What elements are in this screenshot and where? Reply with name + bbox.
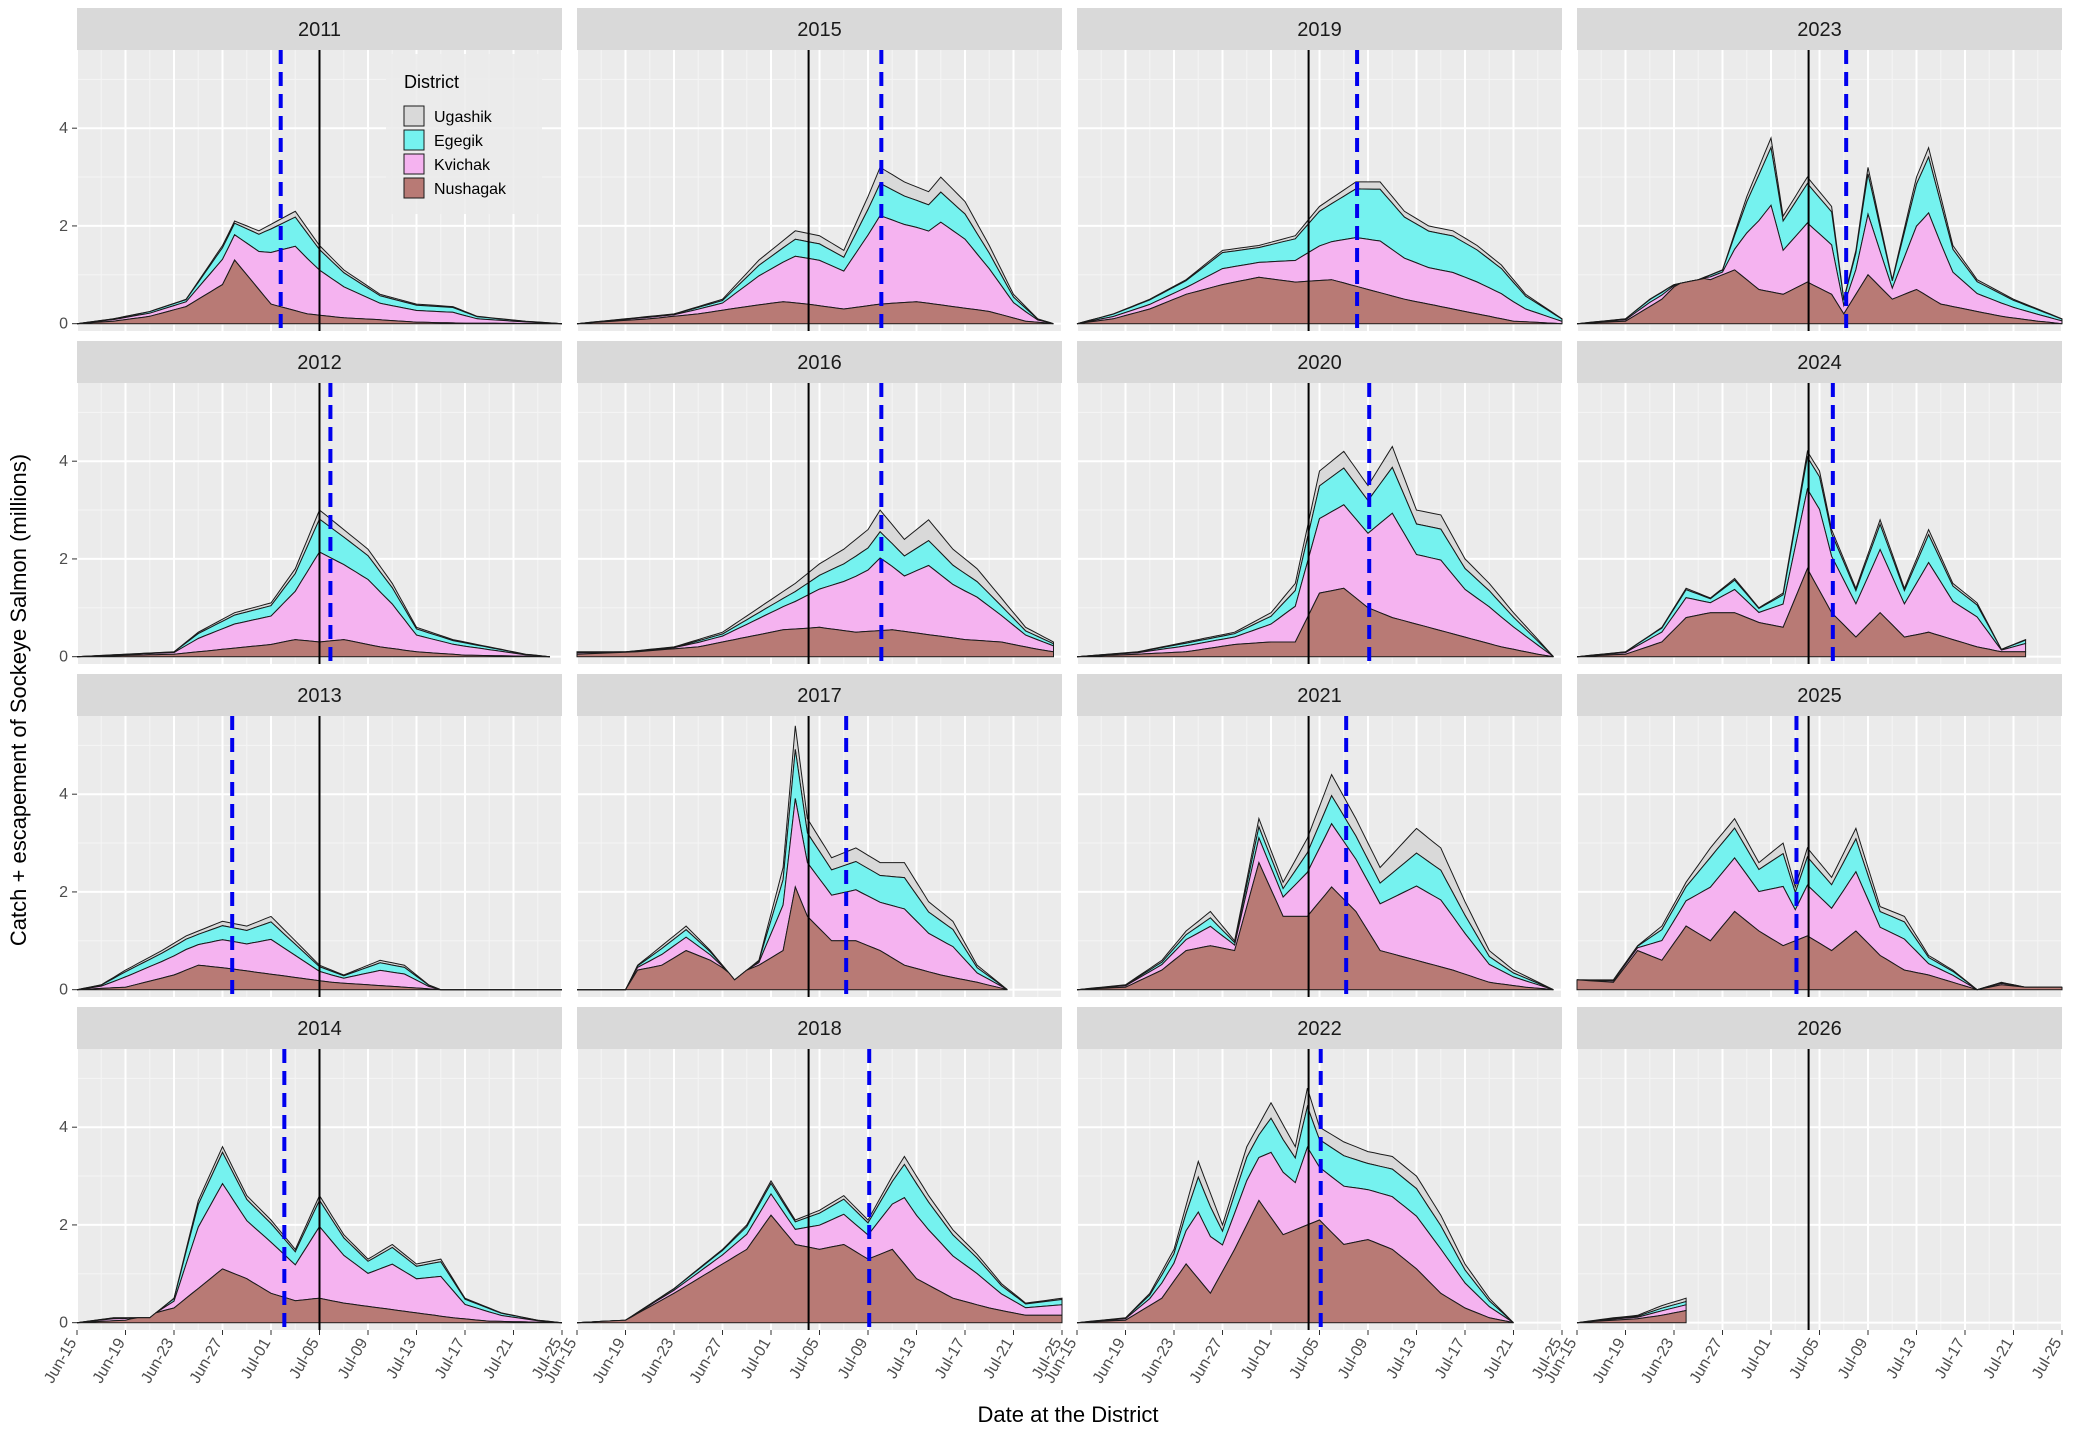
panel-2014: 2014: [76, 1007, 563, 1330]
facet-strip-label: 2022: [1297, 1018, 1342, 1040]
facet-strip-label: 2014: [297, 1018, 342, 1040]
legend-key-kvichak: [403, 153, 425, 175]
facet-strip: [1577, 1007, 2062, 1049]
legend: District Ugashik Egegik Kvichak Nushagak: [386, 54, 542, 214]
y-tick-label: 2: [59, 551, 68, 568]
facet-strip-label: 2017: [797, 685, 842, 707]
legend-label-egegik: Egegik: [434, 133, 484, 150]
legend-key-egegik: [403, 129, 425, 151]
legend-keys: Ugashik Egegik Kvichak Nushagak: [403, 105, 507, 199]
panel-2022: 2022: [1076, 1007, 1563, 1330]
legend-label-nushagak: Nushagak: [434, 181, 507, 198]
facet-strip: [577, 674, 1062, 716]
legend-label-ugashik: Ugashik: [434, 109, 493, 126]
panel-2025: 2025: [1576, 674, 2063, 997]
area-nushagak: [1076, 1199, 1514, 1324]
area-nushagak: [76, 639, 550, 658]
area-nushagak: [577, 885, 1008, 991]
panel-2021: 2021: [1076, 674, 1563, 997]
y-tick-label: 4: [59, 786, 68, 803]
facet-panels: 2011 2012 2013 2014 2015 2016 2017 2018 2019 2020…: [76, 8, 2063, 1330]
panel-2015: 2015: [576, 8, 1063, 331]
panel-2017: 2017: [576, 674, 1063, 997]
area-nushagak: [76, 259, 563, 325]
area-nushagak: [1076, 587, 1554, 658]
y-tick-label: 0: [59, 316, 68, 333]
facet-strip-label: 2024: [1797, 352, 1842, 374]
facet-strip-label: 2015: [797, 19, 842, 41]
facet-strip: [1577, 8, 2062, 50]
y-tick-label: 4: [59, 453, 68, 470]
legend-label-kvichak: Kvichak: [434, 157, 491, 174]
area-nushagak: [76, 1268, 563, 1324]
area-nushagak: [76, 964, 562, 991]
facet-strip: [1077, 674, 1562, 716]
y-tick-label: 2: [59, 1217, 68, 1234]
area-nushagak: [1576, 1309, 1687, 1324]
y-tick-label: 2: [59, 218, 68, 235]
facet-strip-label: 2026: [1797, 1018, 1842, 1040]
y-axis-title: Catch + escapement of Sockeye Salmon (mi…: [6, 454, 31, 946]
facet-strip: [77, 8, 562, 50]
area-nushagak: [576, 301, 1054, 325]
area-nushagak: [576, 626, 1054, 658]
facet-strip-label: 2011: [298, 19, 341, 41]
x-axis-title: Date at the District: [978, 1402, 1159, 1427]
facet-strip-label: 2012: [297, 352, 342, 374]
facet-strip-label: 2019: [1297, 19, 1342, 41]
area-nushagak: [1576, 910, 2063, 991]
y-tick-label: 0: [59, 982, 68, 999]
facet-strip: [1577, 674, 2062, 716]
legend-key-nushagak: [403, 177, 425, 199]
y-tick-label: 4: [59, 1119, 68, 1136]
panel-2026: 2026: [1576, 1007, 2063, 1330]
area-nushagak: [1076, 276, 1563, 325]
y-tick-label: 4: [59, 120, 68, 137]
facet-strip: [1077, 1007, 1562, 1049]
y-tick-label: 0: [59, 1315, 68, 1332]
legend-title: District: [404, 72, 459, 92]
facet-strip: [1077, 341, 1562, 383]
facet-strip-label: 2025: [1797, 685, 1842, 707]
area-nushagak: [1076, 861, 1554, 991]
panel-2012: 2012: [76, 341, 563, 664]
facet-strip: [77, 1007, 562, 1049]
facet-strip-label: 2023: [1797, 19, 1842, 41]
facet-strip: [577, 8, 1062, 50]
panel-2018: 2018: [576, 1007, 1063, 1330]
y-tick-label: 0: [59, 649, 68, 666]
panel-2019: 2019: [1076, 8, 1563, 331]
panel-2020: 2020: [1076, 341, 1563, 664]
facet-strip: [77, 341, 562, 383]
facet-strip: [77, 674, 562, 716]
panel-2024: 2024: [1576, 341, 2063, 664]
facet-strip: [1077, 8, 1562, 50]
facet-strip-label: 2013: [297, 685, 342, 707]
area-nushagak: [576, 1214, 1063, 1324]
facet-strip: [1577, 341, 2062, 383]
y-tick-label: 2: [59, 884, 68, 901]
facet-strip: [577, 1007, 1062, 1049]
panel-2023: 2023: [1576, 8, 2063, 331]
facet-strip-label: 2018: [797, 1018, 842, 1040]
panel-2016: 2016: [576, 341, 1063, 664]
legend-key-ugashik: [403, 105, 425, 127]
facet-strip-label: 2021: [1297, 685, 1342, 707]
panel-2013: 2013: [76, 674, 563, 997]
area-nushagak: [1576, 567, 2027, 658]
facet-strip-label: 2016: [797, 352, 842, 374]
facet-strip-label: 2020: [1297, 352, 1342, 374]
area-nushagak: [1576, 269, 2063, 325]
facet-strip: [577, 341, 1062, 383]
